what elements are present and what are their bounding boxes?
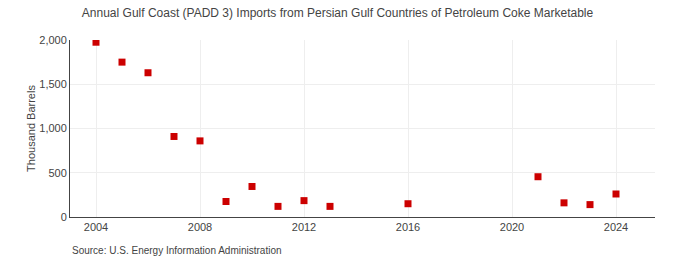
svg-text:2020: 2020 <box>500 221 524 233</box>
svg-text:2008: 2008 <box>188 221 212 233</box>
svg-text:0: 0 <box>61 211 67 223</box>
svg-text:2016: 2016 <box>396 221 420 233</box>
svg-text:2024: 2024 <box>604 221 628 233</box>
svg-text:Thousand Barrels: Thousand Barrels <box>25 85 37 172</box>
svg-text:500: 500 <box>48 167 66 179</box>
svg-text:2012: 2012 <box>292 221 316 233</box>
svg-text:1,000: 1,000 <box>39 122 67 134</box>
svg-text:1,500: 1,500 <box>39 78 67 90</box>
svg-text:Source: U.S. Energy Informatio: Source: U.S. Energy Information Administ… <box>72 245 282 256</box>
svg-text:Annual Gulf Coast (PADD 3) Imp: Annual Gulf Coast (PADD 3) Imports from … <box>82 6 594 20</box>
svg-text:2,000: 2,000 <box>39 34 67 46</box>
svg-text:2004: 2004 <box>84 221 108 233</box>
